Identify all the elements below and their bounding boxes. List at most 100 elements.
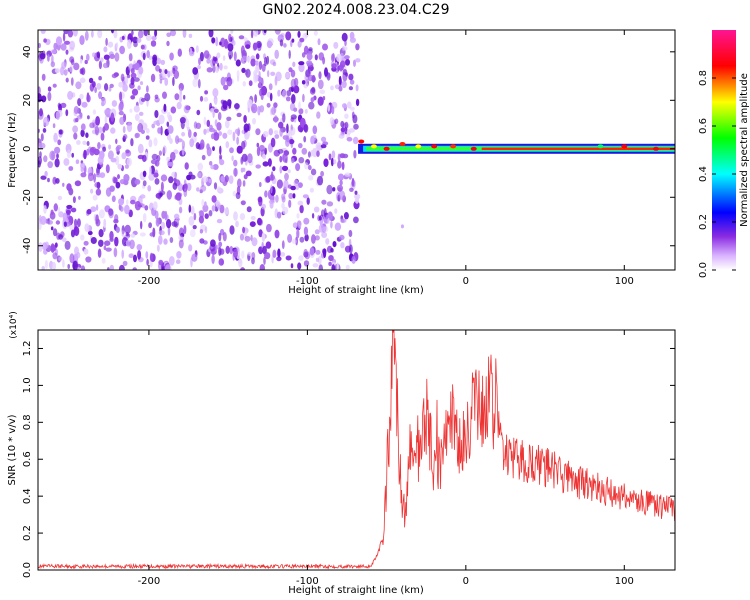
noise-speckle xyxy=(249,221,256,228)
noise-speckle xyxy=(225,245,230,254)
noise-speckle xyxy=(330,157,334,167)
noise-speckle xyxy=(281,89,288,99)
y-tick-label: 1.0 xyxy=(22,377,33,393)
noise-speckle xyxy=(167,125,174,134)
noise-speckle xyxy=(68,166,74,171)
noise-speckle xyxy=(243,123,250,132)
noise-speckle xyxy=(97,142,101,150)
noise-speckle xyxy=(43,116,50,127)
noise-speckle xyxy=(98,76,102,81)
noise-speckle xyxy=(97,30,103,39)
noise-speckle xyxy=(277,248,281,258)
noise-speckle xyxy=(220,175,225,183)
noise-speckle xyxy=(107,267,110,270)
x-tick-label: 100 xyxy=(615,276,634,287)
noise-speckle xyxy=(47,161,53,169)
noise-speckle xyxy=(74,180,82,187)
noise-speckle xyxy=(299,236,305,243)
noise-speckle xyxy=(288,192,294,200)
noise-speckle xyxy=(73,226,80,237)
noise-speckle xyxy=(62,259,65,268)
noise-speckle xyxy=(245,44,251,49)
signal-blob xyxy=(621,144,628,149)
noise-speckle xyxy=(288,139,295,145)
noise-speckle xyxy=(242,226,246,234)
noise-speckle xyxy=(178,239,184,249)
noise-speckle xyxy=(131,88,139,96)
noise-speckle xyxy=(283,179,289,190)
noise-speckle xyxy=(280,252,286,257)
noise-speckle xyxy=(192,78,199,88)
noise-speckle xyxy=(316,150,320,157)
noise-speckle xyxy=(302,93,305,103)
noise-speckle xyxy=(79,77,86,84)
noise-speckle xyxy=(166,32,172,38)
noise-speckle xyxy=(330,248,334,253)
noise-speckle xyxy=(337,65,340,72)
noise-speckle xyxy=(228,33,232,43)
noise-speckle xyxy=(273,115,278,123)
noise-speckle xyxy=(231,155,234,162)
noise-speckle xyxy=(189,138,195,148)
noise-speckle xyxy=(261,203,266,210)
noise-speckle xyxy=(262,245,267,255)
noise-speckle xyxy=(142,180,147,187)
noise-speckle xyxy=(128,209,133,218)
colorbar-tick-label: 0.2 xyxy=(698,214,709,230)
noise-speckle xyxy=(154,94,159,100)
noise-speckle xyxy=(84,223,90,233)
noise-speckle xyxy=(158,235,163,245)
noise-speckle xyxy=(147,185,152,192)
noise-speckle xyxy=(160,174,168,182)
noise-speckle xyxy=(313,30,318,36)
noise-speckle xyxy=(72,30,78,37)
noise-speckle xyxy=(132,36,139,44)
noise-speckle xyxy=(323,158,329,167)
noise-speckle xyxy=(238,258,243,268)
noise-speckle xyxy=(148,222,153,229)
noise-speckle xyxy=(344,113,349,119)
noise-speckle xyxy=(50,61,55,68)
noise-speckle xyxy=(264,147,268,155)
noise-speckle xyxy=(353,149,357,159)
noise-speckle xyxy=(340,127,346,133)
noise-speckle xyxy=(44,170,48,177)
noise-speckle xyxy=(115,181,121,189)
noise-speckle xyxy=(338,190,346,200)
noise-speckle xyxy=(98,91,103,100)
noise-speckle xyxy=(123,134,128,140)
noise-speckle xyxy=(291,94,296,104)
noise-speckle xyxy=(227,43,234,52)
noise-speckle xyxy=(65,209,71,215)
noise-speckle xyxy=(287,184,292,189)
noise-speckle xyxy=(56,153,59,159)
noise-speckle xyxy=(222,232,227,242)
noise-speckle xyxy=(144,93,151,102)
noise-speckle xyxy=(258,144,265,152)
x-tick-label: -200 xyxy=(138,276,161,287)
noise-speckle xyxy=(108,208,114,216)
noise-speckle xyxy=(158,68,162,74)
noise-speckle xyxy=(314,235,320,241)
noise-speckle xyxy=(282,113,286,123)
noise-speckle xyxy=(211,205,216,212)
noise-speckle xyxy=(181,140,185,149)
noise-speckle xyxy=(301,147,308,155)
noise-speckle xyxy=(217,112,222,121)
noise-speckle xyxy=(256,142,260,148)
noise-speckle xyxy=(101,97,107,106)
noise-speckle xyxy=(62,182,65,187)
noise-speckle xyxy=(310,97,315,103)
noise-speckle xyxy=(212,146,215,152)
colorbar: 0.0 0.2 0.4 0.6 0.8 Normalized spectral ampl… xyxy=(698,30,750,278)
noise-speckle xyxy=(139,81,144,86)
noise-speckle xyxy=(71,152,74,158)
noise-speckle xyxy=(196,187,200,192)
noise-speckle xyxy=(117,163,122,170)
noise-speckle xyxy=(204,226,208,234)
y-tick-label: 0.2 xyxy=(22,525,33,541)
noise-speckle xyxy=(255,40,262,49)
noise-speckle xyxy=(98,239,104,247)
noise-speckle xyxy=(133,77,140,82)
